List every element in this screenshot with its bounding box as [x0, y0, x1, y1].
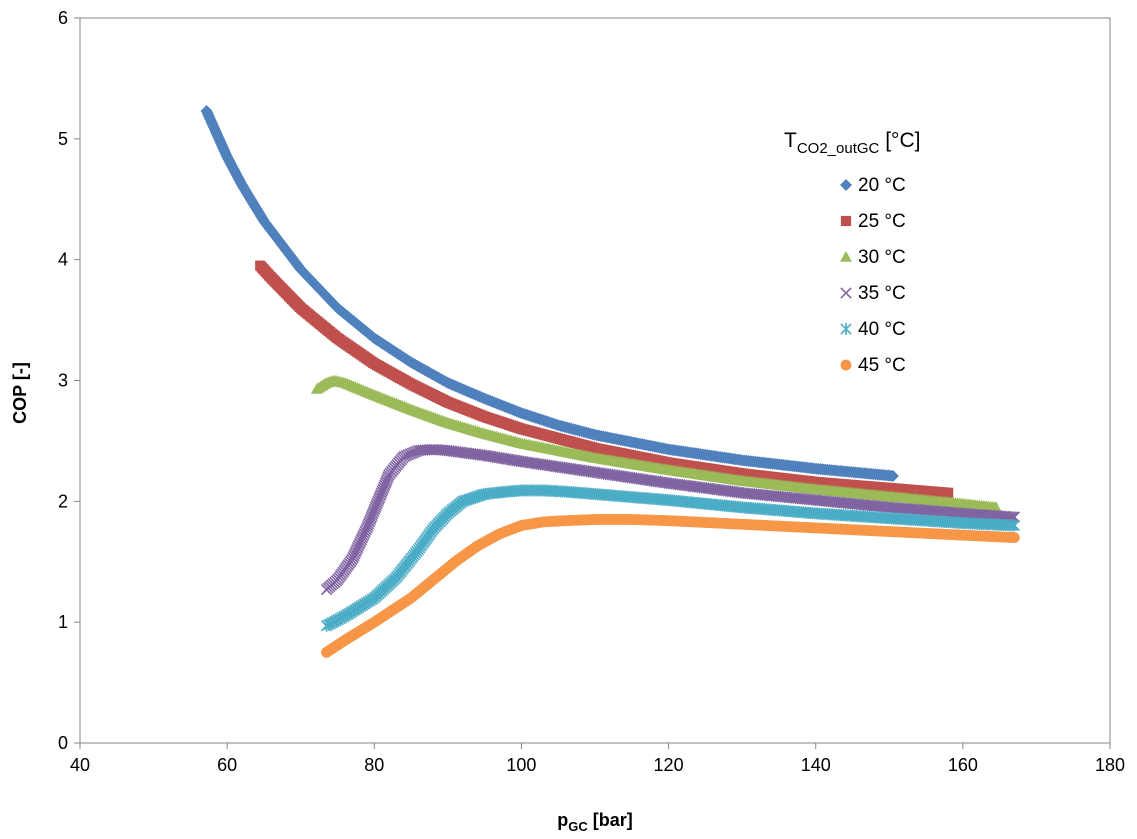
legend-title-main: T: [784, 129, 797, 152]
series-40-C: [320, 484, 1021, 632]
series-35-C: [320, 443, 1021, 596]
legend-marker: [840, 359, 852, 371]
series-layer: [200, 105, 1021, 658]
plot-border: [79, 17, 1111, 744]
legend: 20 °C 25 °C 30 °C 35 °C 40 °C 45 °C: [840, 175, 906, 376]
x-tick-label: 100: [506, 755, 536, 775]
legend-title: TCO2_outGC [°C]: [784, 129, 920, 157]
data-point: [1008, 532, 1020, 543]
x-axis-title: pGC [bar]: [557, 810, 633, 834]
data-point: [943, 487, 954, 498]
legend-marker: [840, 215, 852, 227]
legend-label: 45 °C: [858, 355, 906, 376]
legend-entry: 20 °C: [840, 175, 906, 196]
plot-area: [79, 17, 1111, 744]
x-tick-label: 60: [217, 755, 237, 775]
y-tick-label: 3: [58, 371, 68, 391]
y-tick-label: 0: [58, 733, 68, 753]
legend-label: 35 °C: [858, 283, 906, 304]
y-tick-label: 5: [58, 129, 68, 149]
series-20-C: [200, 105, 899, 482]
series-25-C: [255, 260, 954, 498]
legend-title-unit: [°C]: [879, 129, 920, 152]
y-tick-label: 4: [58, 250, 68, 270]
legend-label: 20 °C: [858, 175, 906, 196]
legend-marker: [840, 179, 852, 191]
x-axis-title-sub: GC: [568, 819, 588, 834]
legend-label: 30 °C: [858, 247, 906, 268]
legend-title-sub: CO2_outGC: [797, 140, 880, 157]
x-tick-label: 80: [364, 755, 384, 775]
x-axis-title-unit: [bar]: [588, 810, 633, 830]
legend-entry: 40 °C: [840, 319, 906, 340]
legend-marker: [840, 323, 852, 335]
legend-entry: 30 °C: [840, 247, 906, 268]
y-tick-label: 6: [58, 8, 68, 28]
data-point: [989, 501, 1002, 513]
x-axis-title-main: p: [557, 810, 568, 830]
x-tick-label: 140: [801, 755, 831, 775]
legend-marker: [840, 251, 852, 262]
x-tick-label: 180: [1095, 755, 1125, 775]
data-point: [886, 469, 899, 482]
y-tick-label: 2: [58, 491, 68, 511]
legend-entry: 25 °C: [840, 211, 906, 232]
series-30-C: [310, 374, 1002, 513]
marker-stroke: [840, 287, 852, 299]
legend-label: 25 °C: [858, 211, 906, 232]
x-tick-label: 40: [70, 755, 90, 775]
data-point: [1008, 519, 1021, 532]
y-tick-label: 1: [58, 612, 68, 632]
legend-marker: [840, 287, 852, 299]
axis-ticks: 40 60 80 100 120 140 160 180 0 1 2 3 4 5 6: [58, 8, 1125, 775]
series-45-C: [321, 514, 1020, 658]
data-point: [1006, 519, 1018, 532]
legend-label: 40 °C: [858, 319, 906, 340]
legend-entry: 45 °C: [840, 355, 906, 376]
legend-entry: 35 °C: [840, 283, 906, 304]
x-tick-label: 120: [654, 755, 684, 775]
y-axis-title: COP [-]: [10, 362, 30, 424]
x-tick-label: 160: [948, 755, 978, 775]
